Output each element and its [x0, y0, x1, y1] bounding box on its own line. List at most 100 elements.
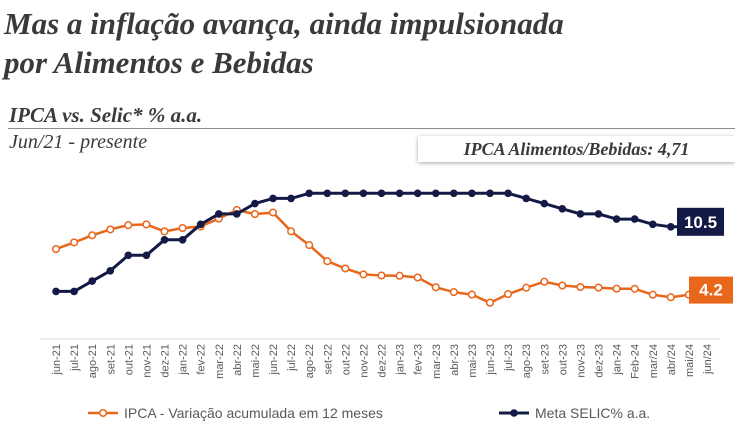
chart-subtitle: IPCA vs. Selic* % a.a.: [9, 103, 203, 127]
chart-title: Mas a inflação avança, ainda impulsionad…: [4, 6, 564, 80]
x-tick-label: dez-21: [160, 344, 172, 378]
legend-selic-marker: [510, 409, 518, 417]
x-tick-label: abr-23: [449, 344, 461, 376]
ipca-series-line: [55, 208, 708, 304]
selic-data-point: [522, 194, 530, 203]
selic-data-point: [377, 189, 386, 198]
selic-data-point: [160, 236, 169, 244]
ipca-data-point: [467, 290, 476, 299]
x-tick-label: jun-23: [485, 344, 497, 376]
ipca-data-point: [323, 257, 332, 266]
ipca-data-point: [88, 231, 97, 240]
selic-data-point: [70, 287, 78, 296]
x-tick-label: jun-21: [51, 344, 63, 376]
selic-data-point: [450, 189, 458, 198]
x-tick-label: ago-21: [87, 344, 99, 378]
ipca-data-point: [51, 245, 61, 254]
selic-data-point: [576, 210, 585, 218]
ipca-data-point: [630, 284, 639, 293]
selic-end-value: 10.5: [684, 213, 717, 232]
period-label: Jun/21 - presente: [9, 131, 148, 153]
selic-data-point: [106, 267, 115, 275]
title-divider: [8, 128, 735, 129]
food-inflation-callout: IPCA Alimentos/Bebidas: 4,71: [418, 136, 735, 162]
selic-data-point: [305, 189, 314, 198]
x-tick-label: set-22: [322, 344, 334, 375]
selic-data-point: [667, 223, 675, 231]
selic-data-point: [594, 210, 603, 218]
ipca-data-point: [612, 284, 621, 293]
x-tick-label: nov-22: [358, 344, 370, 378]
ipca-data-point: [449, 288, 458, 297]
ipca-data-point: [558, 281, 567, 290]
x-tick-label: set-23: [539, 344, 551, 375]
x-tick-label: jan-24: [612, 344, 624, 376]
ipca-data-point: [594, 283, 603, 292]
ipca-data-point: [666, 293, 675, 302]
ipca-data-point: [359, 270, 368, 279]
selic-data-point: [88, 277, 96, 285]
ipca-data-point: [540, 277, 549, 286]
x-tick-label: ago-23: [521, 344, 533, 378]
x-tick-label: jan-23: [395, 344, 407, 376]
selic-data-point: [287, 194, 295, 203]
x-tick-label: nov-21: [141, 344, 153, 378]
selic-data-point: [359, 189, 368, 198]
selic-data-point: [649, 220, 657, 229]
ipca-data-point: [395, 271, 404, 280]
ipca-data-point: [648, 290, 657, 299]
x-tick-label: mar-22: [214, 344, 226, 379]
selic-data-point: [215, 210, 223, 218]
x-tick-label: mar-23: [431, 344, 443, 379]
ipca-data-point: [124, 221, 133, 230]
x-tick-label: jul-22: [286, 344, 298, 372]
ipca-data-point: [522, 283, 531, 292]
ipca-end-value: 4.2: [699, 281, 723, 300]
x-tick-label: dez-23: [594, 344, 606, 378]
legend-ipca-marker: [98, 408, 108, 418]
ipca-data-point: [287, 227, 296, 236]
selic-data-point: [468, 189, 476, 198]
ipca-data-point: [268, 208, 278, 217]
x-tick-label: fev-23: [413, 344, 425, 375]
ipca-data-point: [341, 264, 350, 273]
selic-data-point: [540, 199, 549, 208]
x-tick-label: out-22: [340, 344, 352, 375]
selic-data-point: [612, 215, 621, 223]
ipca-data-point: [485, 298, 495, 307]
x-tick-label: jul-23: [503, 344, 515, 372]
selic-data-point: [52, 287, 60, 296]
selic-data-point: [124, 251, 133, 260]
selic-data-point: [630, 215, 639, 223]
selic-data-point: [323, 189, 332, 198]
x-tick-label: mai-23: [467, 344, 479, 378]
selic-data-point: [269, 194, 277, 203]
x-tick-label: Feb-24: [630, 344, 642, 379]
ipca-data-point: [106, 225, 115, 234]
legend-selic-label: Meta SELIC% a.a.: [535, 405, 650, 421]
selic-data-point: [504, 189, 512, 198]
x-tick-label: fev-22: [196, 344, 208, 375]
selic-data-point: [178, 236, 187, 244]
ipca-data-point: [431, 283, 440, 292]
x-tick-label: nov-23: [575, 344, 587, 378]
selic-end-badge: [677, 207, 724, 236]
ipca-data-point: [413, 273, 422, 282]
selic-data-point: [142, 251, 151, 260]
x-tick-label: dez-22: [377, 344, 389, 378]
x-tick-label: mar/24: [648, 344, 660, 378]
x-tick-label: mai-22: [250, 344, 262, 378]
x-tick-label: mai/24: [684, 344, 696, 377]
x-tick-label: jun-22: [268, 344, 280, 376]
x-tick-label: abr-22: [232, 344, 244, 376]
x-tick-label: jun/24: [702, 344, 714, 375]
selic-data-point: [233, 210, 241, 218]
selic-data-point: [251, 199, 259, 208]
ipca-data-point: [160, 227, 169, 236]
ipca-data-point: [70, 238, 79, 247]
legend-ipca-label: IPCA - Variação acumulada em 12 meses: [124, 405, 383, 421]
x-tick-label: set-21: [105, 344, 117, 375]
ipca-data-point: [576, 282, 585, 292]
selic-data-point: [395, 189, 404, 198]
